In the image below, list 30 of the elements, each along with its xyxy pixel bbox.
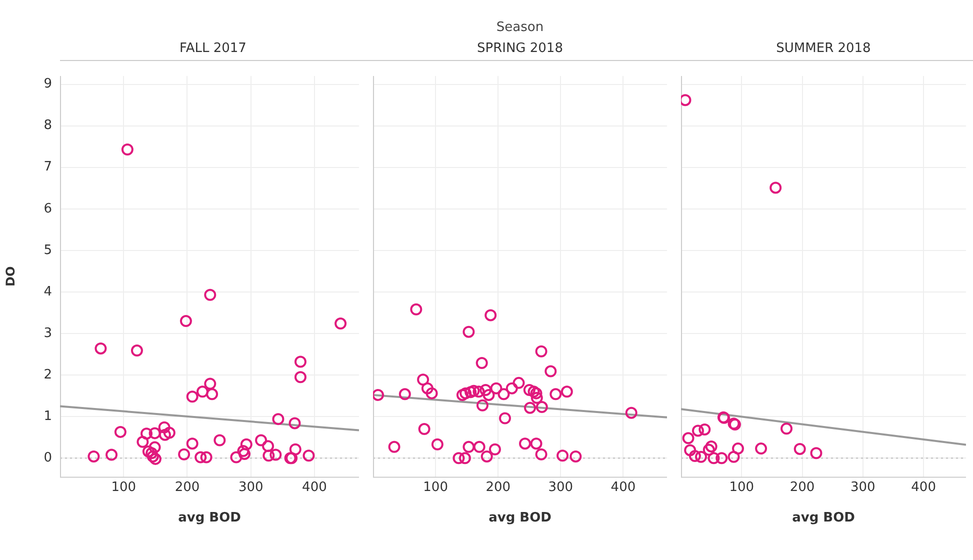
x-axis-title: avg BOD xyxy=(178,510,242,526)
x-tick-label: 100 xyxy=(729,480,754,495)
x-tick-label: 100 xyxy=(423,480,448,495)
y-tick-label: 4 xyxy=(44,284,52,300)
x-tick-label: 300 xyxy=(850,480,876,495)
x-tick-label: 400 xyxy=(911,480,936,495)
y-tick-label: 1 xyxy=(44,408,52,424)
y-tick-label: 3 xyxy=(44,326,52,341)
chart-title: SUMMER 2018 xyxy=(674,38,973,61)
x-axis-title: avg BOD xyxy=(488,510,552,526)
x-tick-label: 300 xyxy=(548,480,574,495)
y-tick-label: 7 xyxy=(44,160,52,175)
y-tick-label: 2 xyxy=(44,367,52,382)
y-tick-label: 6 xyxy=(44,201,52,216)
y-tick-label: 8 xyxy=(44,118,52,134)
x-tick-label: 300 xyxy=(238,480,264,495)
y-tick-label: 5 xyxy=(44,242,52,258)
chart-title: FALL 2017 xyxy=(60,38,366,61)
text: Season xyxy=(495,20,545,35)
x-tick-label: 200 xyxy=(790,480,815,495)
x-tick-label: 400 xyxy=(610,480,636,495)
x-tick-label: 100 xyxy=(111,480,136,495)
y-axis-title: DO xyxy=(3,266,18,286)
y-tick-label: 9 xyxy=(44,76,52,92)
x-tick-label: 400 xyxy=(302,480,327,495)
y-tick-label: 0 xyxy=(44,450,52,466)
x-axis-title: avg BOD xyxy=(792,510,856,526)
x-tick-label: 200 xyxy=(486,480,511,495)
x-tick-label: 200 xyxy=(174,480,200,495)
chart-title: SPRING 2018 xyxy=(366,38,674,61)
